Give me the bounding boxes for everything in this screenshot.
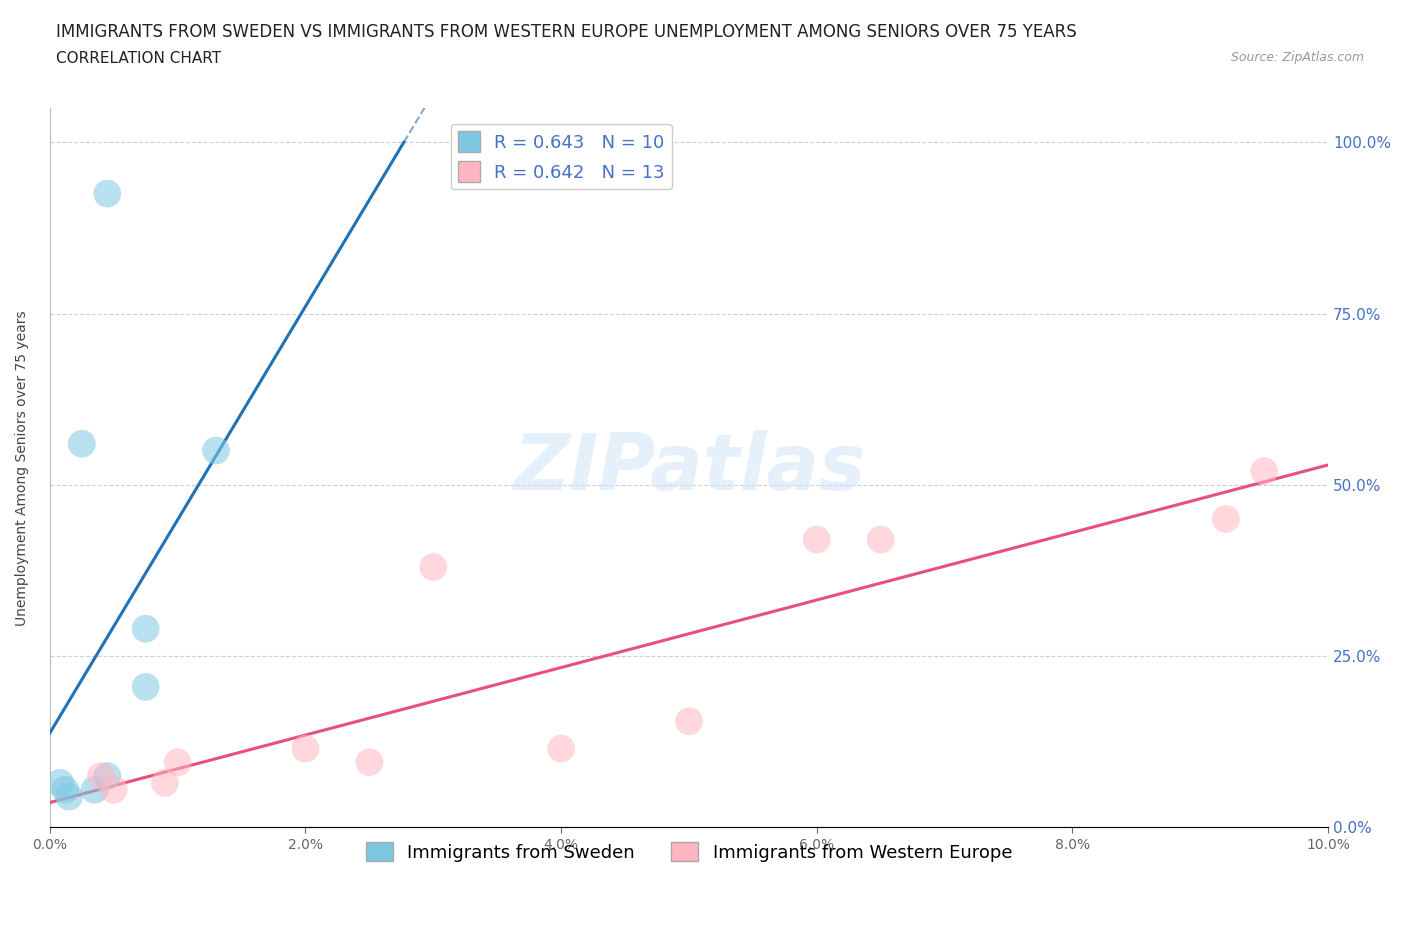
Point bbox=[96, 186, 118, 201]
Text: ZIPatlas: ZIPatlas bbox=[513, 430, 865, 506]
Point bbox=[869, 532, 891, 547]
Point bbox=[58, 790, 80, 804]
Point bbox=[135, 680, 157, 695]
Point bbox=[103, 782, 125, 797]
Point bbox=[70, 436, 93, 451]
Point bbox=[53, 782, 76, 797]
Point bbox=[1253, 464, 1275, 479]
Point bbox=[83, 782, 105, 797]
Point bbox=[1215, 512, 1237, 526]
Point bbox=[135, 621, 157, 636]
Point bbox=[422, 560, 444, 575]
Point bbox=[153, 776, 176, 790]
Point bbox=[294, 741, 316, 756]
Point bbox=[90, 768, 112, 783]
Point bbox=[550, 741, 572, 756]
Text: CORRELATION CHART: CORRELATION CHART bbox=[56, 51, 221, 66]
Point bbox=[205, 443, 228, 458]
Text: Source: ZipAtlas.com: Source: ZipAtlas.com bbox=[1230, 51, 1364, 64]
Point bbox=[359, 755, 381, 770]
Text: IMMIGRANTS FROM SWEDEN VS IMMIGRANTS FROM WESTERN EUROPE UNEMPLOYMENT AMONG SENI: IMMIGRANTS FROM SWEDEN VS IMMIGRANTS FRO… bbox=[56, 23, 1077, 41]
Point bbox=[806, 532, 828, 547]
Point bbox=[49, 776, 72, 790]
Legend: Immigrants from Sweden, Immigrants from Western Europe: Immigrants from Sweden, Immigrants from … bbox=[359, 835, 1019, 869]
Point bbox=[96, 768, 118, 783]
Y-axis label: Unemployment Among Seniors over 75 years: Unemployment Among Seniors over 75 years bbox=[15, 310, 30, 626]
Point bbox=[678, 713, 700, 728]
Point bbox=[166, 755, 188, 770]
